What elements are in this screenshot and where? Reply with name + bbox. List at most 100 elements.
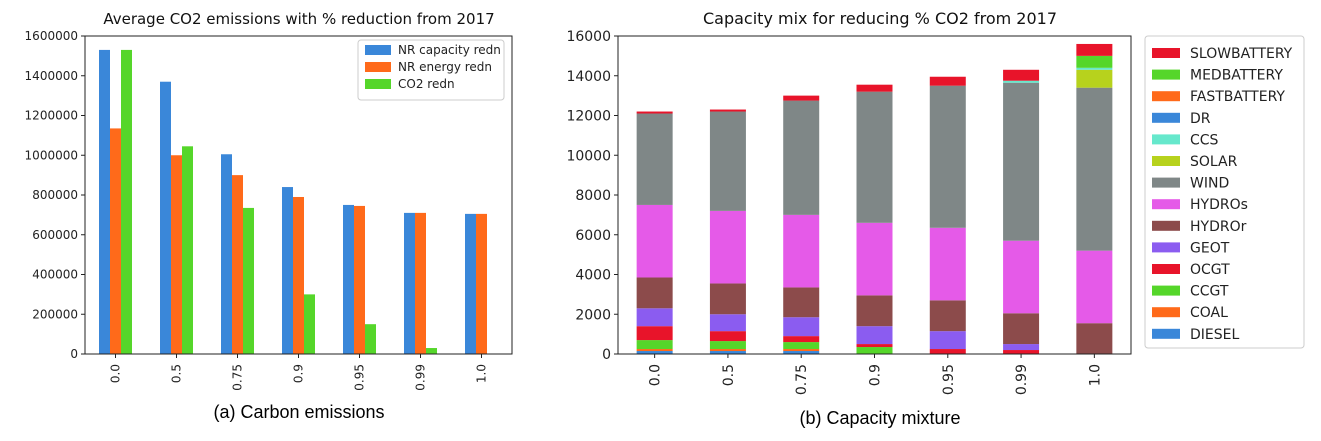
capacity-bar-segment (636, 351, 673, 354)
capacity-bar-segment (709, 314, 746, 332)
capacity-bar-segment (929, 331, 966, 350)
capacity-bar-segment (929, 349, 966, 354)
capacity-xtick-label: 1.0 (1087, 364, 1103, 386)
emissions-bar (354, 205, 365, 354)
emissions-ytick-label: 1200000 (25, 109, 78, 123)
capacity-legend: SLOWBATTERY MEDBATTERY FASTBATTERY DR CCS SOL… (1144, 35, 1305, 349)
capacity-bar-segment (709, 341, 746, 350)
emissions-chart: Average CO2 emissions with % reduction f… (25, 10, 513, 422)
emissions-bar (426, 348, 437, 354)
emissions-legend-label: CO2 redn (398, 77, 455, 91)
capacity-bar-segment (783, 342, 820, 350)
emissions-xtick-label: 0.5 (170, 364, 184, 383)
capacity-bar-segment (1076, 55, 1113, 68)
capacity-ytick-label: 8000 (575, 188, 611, 204)
capacity-bar-segment (636, 277, 673, 309)
capacity-bar-segment (1003, 82, 1040, 241)
capacity-bar-segment (1076, 69, 1113, 88)
capacity-bar-segment (929, 76, 966, 86)
emissions-bar (476, 213, 487, 354)
emissions-ytick-label: 800000 (32, 188, 78, 202)
emissions-xtick-label: 0.0 (109, 364, 123, 383)
emissions-bar (243, 207, 254, 354)
emissions-legend-box (357, 39, 505, 101)
capacity-ytick-label: 6000 (575, 228, 611, 244)
emissions-legend-swatch (365, 79, 391, 89)
capacity-bar-segment (929, 227, 966, 301)
capacity-legend-swatch (1152, 134, 1180, 145)
capacity-legend-swatch (1152, 69, 1180, 80)
capacity-bar-segment (636, 111, 673, 114)
capacity-bar-segment (856, 347, 893, 354)
capacity-bar-segment (856, 91, 893, 223)
capacity-legend-label: GEOT (1190, 240, 1230, 256)
capacity-legend-swatch (1152, 48, 1180, 58)
capacity-bar-segment (783, 317, 820, 337)
capacity-ytick-label: 4000 (575, 268, 611, 284)
capacity-legend-swatch (1152, 307, 1180, 318)
capacity-bar-segment (1003, 350, 1040, 354)
capacity-bar-segment (783, 349, 820, 352)
capacity-chart: Capacity mix for reducing % CO2 from 201… (566, 9, 1305, 428)
capacity-bar-segment (709, 351, 746, 354)
capacity-bar-segment (636, 326, 673, 341)
capacity-ytick-label: 2000 (575, 307, 611, 323)
emissions-legend-swatch (365, 45, 391, 55)
emissions-legend: NR capacity redn NR energy redn CO2 redn (357, 39, 505, 101)
capacity-bar-segment (856, 222, 893, 296)
capacity-bar-segment (1003, 80, 1040, 83)
capacity-bar-segment (783, 100, 820, 215)
emissions-bar (304, 294, 315, 354)
emissions-chart-title: Average CO2 emissions with % reduction f… (103, 10, 494, 28)
emissions-ytick-label: 400000 (32, 268, 78, 282)
capacity-bar-segment (783, 214, 820, 288)
capacity-bar-segment (1076, 323, 1113, 354)
capacity-bar-segment (1076, 43, 1113, 56)
capacity-ytick-label: 10000 (566, 148, 611, 164)
capacity-legend-label: COAL (1190, 305, 1228, 321)
emissions-ytick-label: 1600000 (25, 29, 78, 43)
emissions-bar (465, 213, 476, 354)
emissions-bar (343, 204, 354, 354)
emissions-xtick-label: 0.9 (292, 364, 306, 383)
capacity-xtick-label: 0.9 (868, 364, 884, 386)
capacity-bar-segment (636, 113, 673, 205)
capacity-legend-label: FASTBATTERY (1190, 89, 1285, 105)
emissions-ytick-label: 1400000 (25, 69, 78, 83)
emissions-xtick-label: 0.99 (414, 364, 428, 391)
emissions-legend-swatch (365, 62, 391, 72)
capacity-chart-title: Capacity mix for reducing % CO2 from 201… (703, 9, 1057, 28)
capacity-legend-swatch (1152, 328, 1180, 339)
emissions-xtick-label: 0.95 (353, 364, 367, 391)
capacity-bar-segment (636, 308, 673, 327)
emissions-bar (365, 324, 376, 354)
capacity-bar-segment (783, 287, 820, 318)
capacity-bar-segment (1076, 67, 1113, 70)
capacity-legend-label: WIND (1190, 176, 1229, 192)
emissions-bar (171, 155, 182, 354)
capacity-ytick-label: 16000 (566, 29, 611, 45)
capacity-legend-swatch (1152, 220, 1180, 231)
emissions-bar (282, 187, 293, 354)
capacity-chart-caption: (b) Capacity mixture (799, 408, 960, 428)
capacity-bar-segment (856, 84, 893, 92)
capacity-bar-segment (856, 326, 893, 345)
capacity-legend-swatch (1152, 199, 1180, 210)
emissions-xtick-label: 1.0 (475, 364, 489, 383)
capacity-bar-segment (856, 295, 893, 327)
capacity-legend-label: CCS (1190, 132, 1219, 148)
capacity-legend-swatch (1152, 112, 1180, 123)
emissions-bar (110, 128, 121, 354)
capacity-bar-segment (783, 336, 820, 343)
capacity-ytick-label: 12000 (566, 109, 611, 125)
emissions-bar (221, 154, 232, 354)
capacity-legend-swatch (1152, 264, 1180, 274)
capacity-legend-swatch (1152, 285, 1180, 296)
emissions-bar (99, 49, 110, 354)
capacity-bar-segment (1003, 240, 1040, 314)
capacity-bar-segment (856, 344, 893, 348)
capacity-bar-segment (929, 85, 966, 228)
emissions-bar (160, 81, 171, 355)
capacity-bar-segment (709, 331, 746, 342)
